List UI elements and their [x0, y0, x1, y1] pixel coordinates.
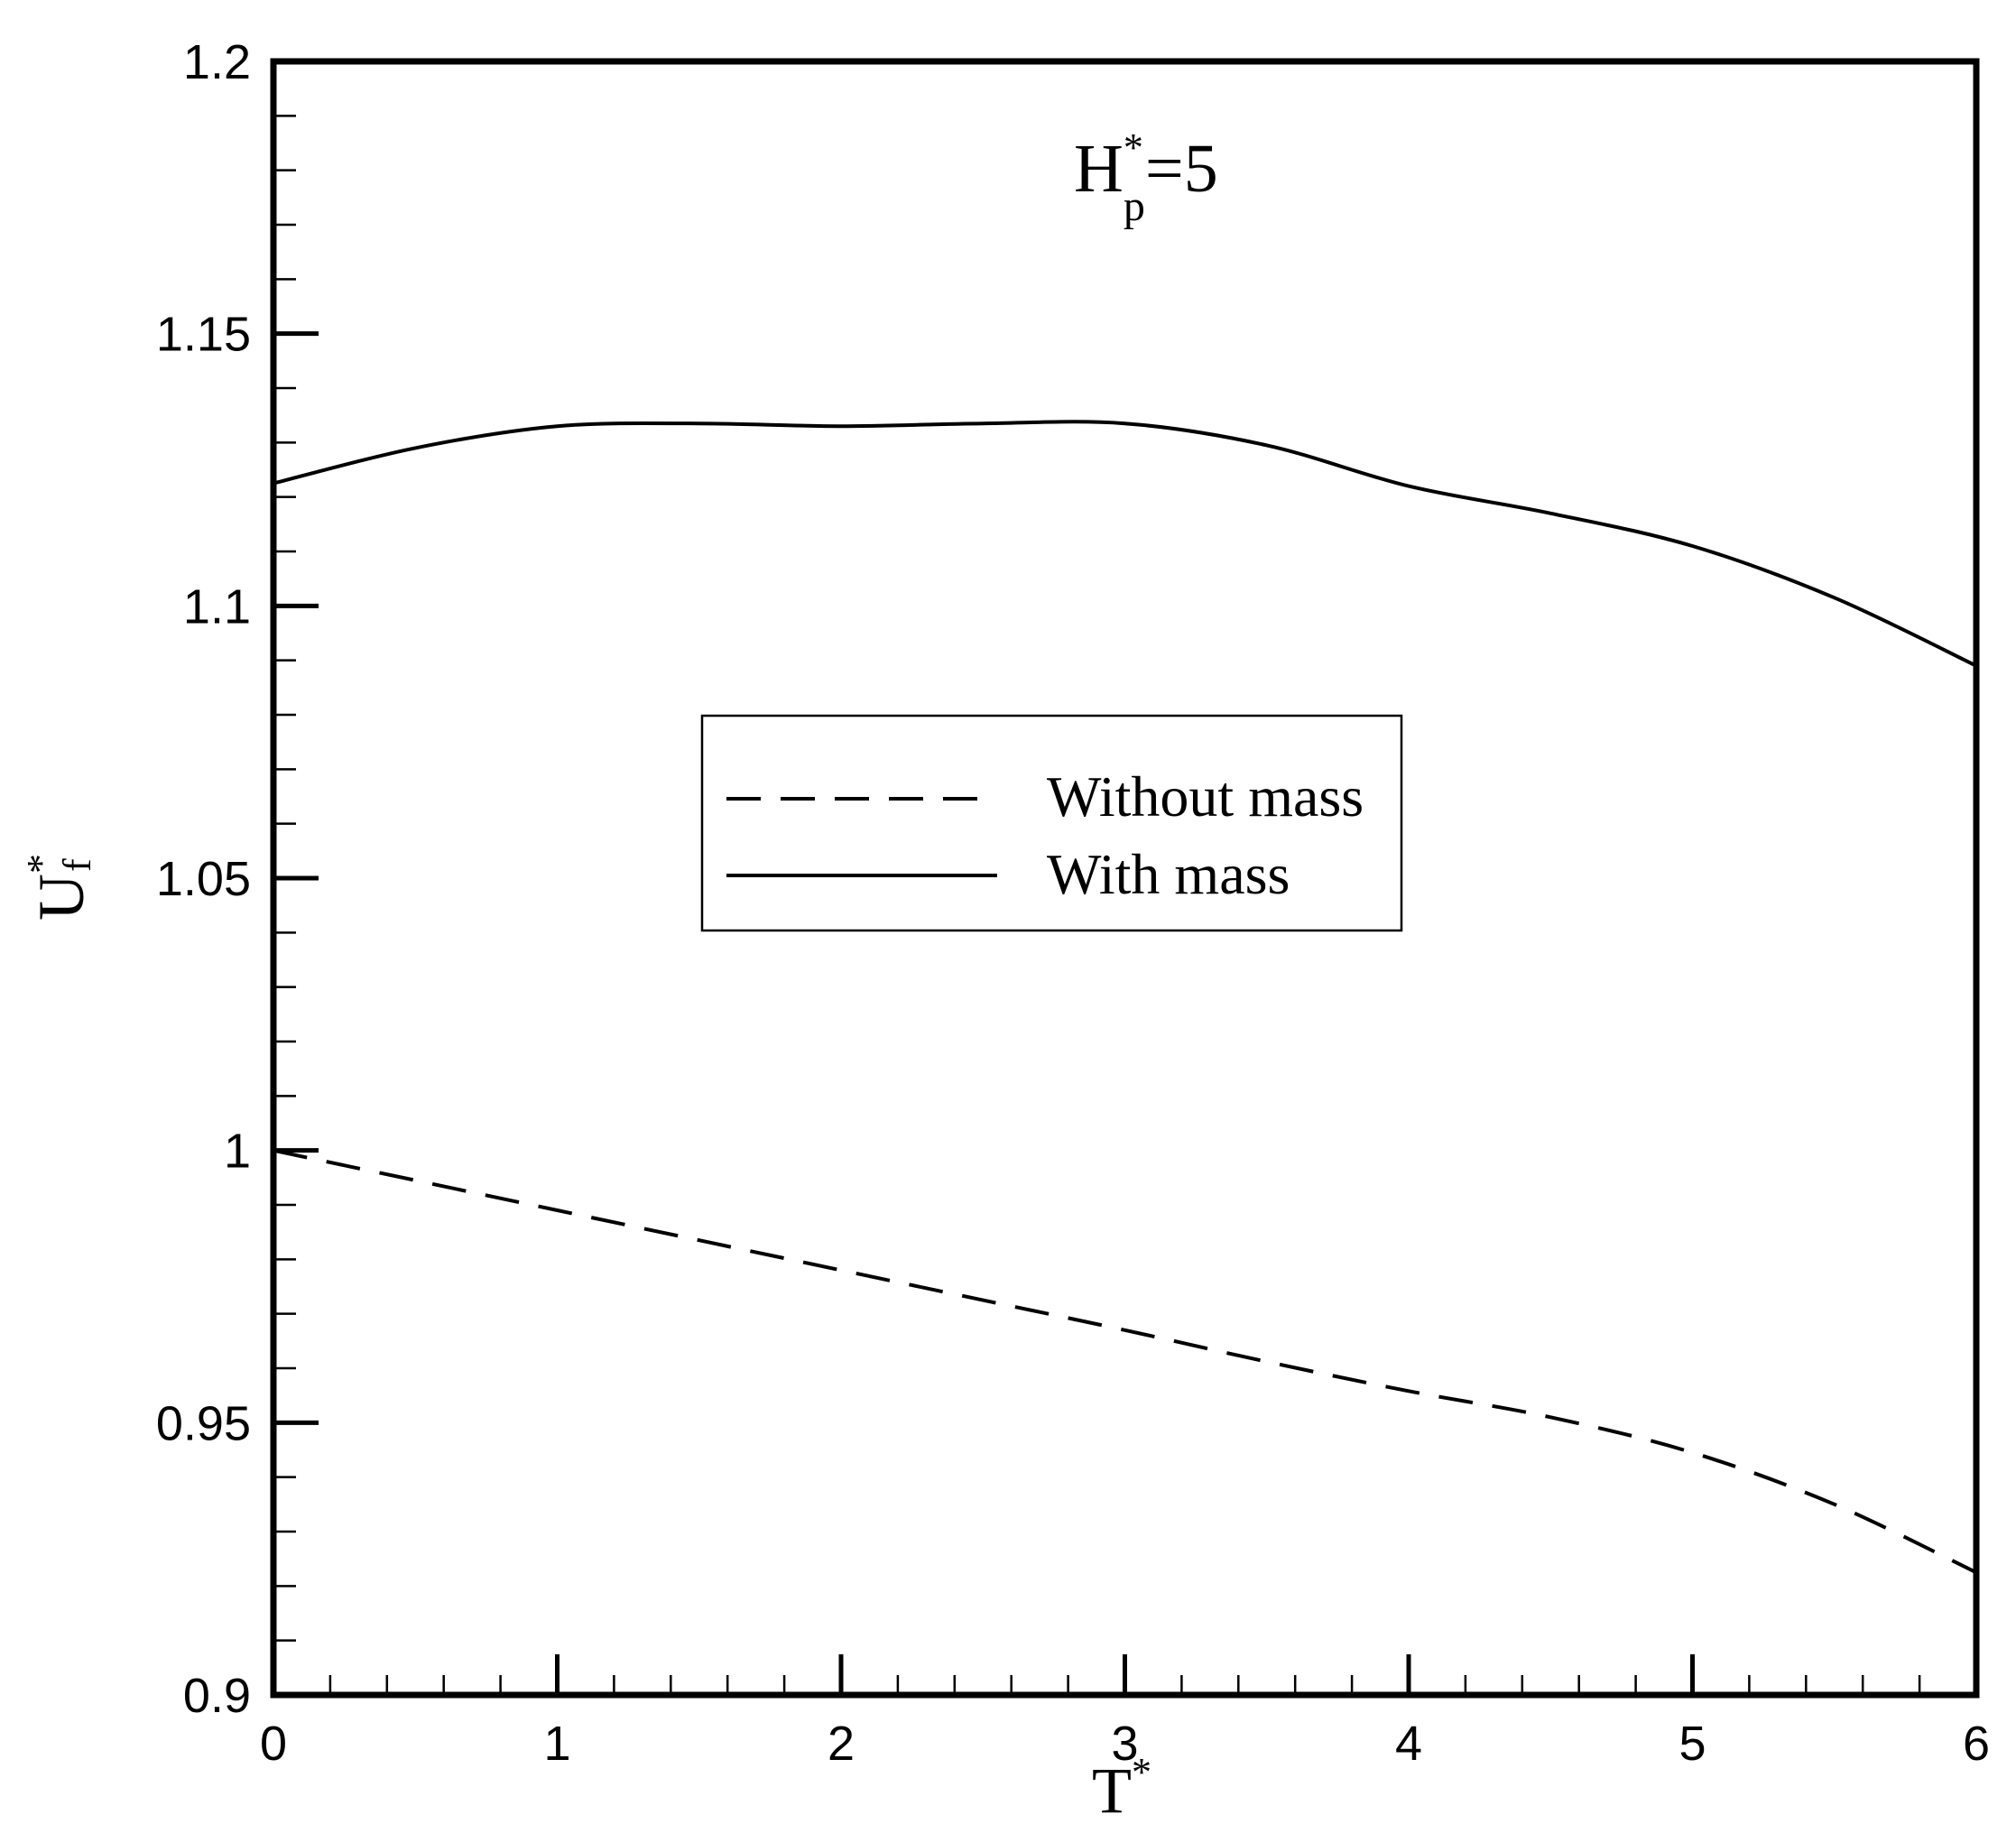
- x-axis-label: T*: [1092, 1750, 1151, 1824]
- legend-label-with-mass: With mass: [1047, 842, 1290, 906]
- y-tick-label: 1.05: [156, 852, 251, 906]
- x-axis-label-superscript: *: [1132, 1750, 1151, 1794]
- x-tick-label: 3: [1111, 1717, 1138, 1771]
- y-tick-label: 1: [224, 1125, 251, 1179]
- legend-box: [700, 714, 1403, 932]
- y-tick-label: 0.9: [183, 1669, 251, 1723]
- y-tick-label: 1.2: [183, 35, 251, 89]
- plot-frame: [270, 58, 1980, 1699]
- series-line-without-mass: [273, 1148, 1977, 1575]
- x-tick-label: 4: [1395, 1717, 1422, 1771]
- chart-title: H* p=5: [1074, 125, 1218, 230]
- y-tick-label: 1.15: [156, 308, 251, 362]
- x-tick-label: 6: [1963, 1717, 1990, 1771]
- chart-title-superscript: *: [1124, 125, 1143, 170]
- y-tick-label: 0.95: [156, 1396, 251, 1450]
- series-line-with-mass: [273, 420, 1977, 668]
- series-lines: [273, 420, 1977, 1575]
- axis-tick-labels: 0 1 2 3 4 5 6 0.9 0.95 1 1.05 1.1 1.15 1.2: [156, 35, 1990, 1771]
- legend-label-without-mass: Without mass: [1047, 764, 1364, 829]
- y-axis-label-superscript: *: [19, 854, 63, 874]
- x-tick-label: 2: [828, 1717, 855, 1771]
- legend: Without mass With mass: [700, 714, 1403, 932]
- chart-title-suffix: =5: [1145, 131, 1218, 207]
- x-tick-label: 0: [260, 1717, 287, 1771]
- x-tick-label: 5: [1678, 1717, 1706, 1771]
- x-tick-label: 1: [543, 1717, 570, 1771]
- y-axis-label: U*f: [19, 854, 99, 921]
- chart-title-main: H: [1074, 131, 1124, 207]
- y-tick-label: 1.1: [183, 579, 251, 634]
- chart-title-subscript: p: [1124, 182, 1145, 230]
- y-axis-label-main: U: [25, 874, 97, 921]
- x-axis-label-main: T: [1092, 1755, 1132, 1824]
- y-axis-label-subscript: f: [55, 858, 99, 872]
